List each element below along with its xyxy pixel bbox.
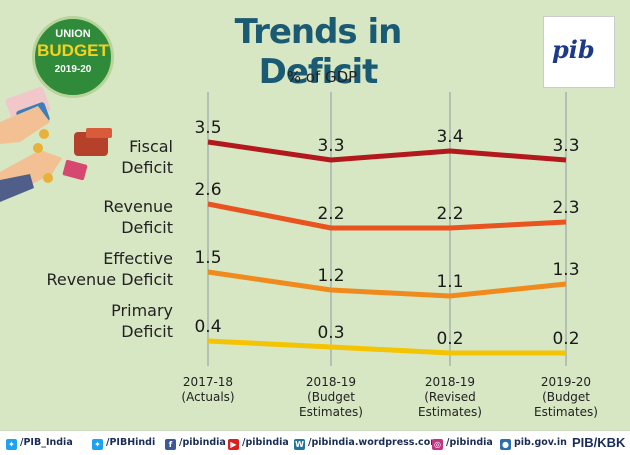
- series-label-line: Revenue Deficit: [46, 270, 173, 289]
- x-tick-label-line: 2019-20: [540, 375, 592, 389]
- data-label-2-1: 1.2: [317, 266, 344, 286]
- footer-link-3[interactable]: ▶/pibindia: [228, 437, 289, 450]
- footer-link-5[interactable]: ◎/pibindia: [432, 437, 493, 450]
- x-tick-label-line: (Budget: [307, 390, 355, 404]
- wordpress-icon: W: [294, 439, 305, 450]
- data-label-0-3: 3.3: [552, 136, 579, 156]
- footer-link-text: /pibindia.wordpress.com: [308, 437, 441, 448]
- data-label-1-2: 2.2: [436, 204, 463, 224]
- page-title: Trends in Deficit: [234, 12, 403, 92]
- instagram-icon: ◎: [432, 439, 443, 450]
- x-tick-label-line: Estimates): [418, 405, 482, 419]
- series-label-2: Effective Revenue Deficit: [20, 248, 173, 290]
- footer-link-1[interactable]: ✦/PIBHindi: [92, 437, 155, 450]
- series-line-1: [207, 201, 567, 231]
- series-label-line: Deficit: [121, 158, 173, 177]
- x-tick-label-line: (Budget: [542, 390, 590, 404]
- data-label-3-0: 0.4: [194, 317, 221, 337]
- deficit-line-chart: 3.5 3.3 3.4 3.3 2.6 2.2 2.2 2.3 1.5 1.2 1.1 1.3 0.4 0…: [194, 92, 580, 366]
- budget-logo-line2: BUDGET: [37, 41, 109, 60]
- data-label-0-0: 3.5: [194, 118, 221, 138]
- data-label-2-0: 1.5: [194, 248, 221, 268]
- series-label-line: Deficit: [121, 322, 173, 341]
- chart-subtitle: % of GDP: [286, 68, 358, 86]
- data-label-0-2: 3.4: [436, 127, 463, 147]
- data-label-1-0: 2.6: [194, 180, 221, 200]
- series-label-line: Primary: [111, 301, 173, 320]
- footer-credit: PIB/KBK: [572, 435, 626, 450]
- x-tick-label-line: Estimates): [299, 405, 363, 419]
- x-tick-label-line: (Actuals): [181, 390, 235, 404]
- x-tick-label-1: 2018-19 (Budget Estimates): [286, 375, 376, 420]
- twitter-icon: ✦: [92, 439, 103, 450]
- data-label-0-1: 3.3: [317, 136, 344, 156]
- money-hands-illustration: [0, 86, 112, 202]
- footer-link-4[interactable]: W/pibindia.wordpress.com: [294, 437, 440, 450]
- globe-icon: ●: [500, 439, 511, 450]
- budget-logo-line1: UNION: [55, 28, 91, 40]
- data-label-1-1: 2.2: [317, 204, 344, 224]
- union-budget-logo: UNION BUDGET 2019-20: [32, 16, 114, 98]
- series-line-0: [207, 139, 567, 163]
- facebook-icon: f: [165, 439, 176, 450]
- data-label-2-2: 1.1: [436, 272, 463, 292]
- footer-link-2[interactable]: f/pibindia: [165, 437, 226, 450]
- x-tick-label-2: 2018-19 (Revised Estimates): [405, 375, 495, 420]
- series-label-line: Deficit: [121, 218, 173, 237]
- data-label-1-3: 2.3: [552, 198, 579, 218]
- data-label-3-2: 0.2: [436, 329, 463, 349]
- series-line-2: [207, 269, 567, 299]
- footer-link-text: /PIB_India: [20, 437, 73, 448]
- series-label-0: Fiscal Deficit: [20, 136, 173, 178]
- budget-logo-line3: 2019-20: [54, 64, 92, 75]
- youtube-icon: ▶: [228, 439, 239, 450]
- pib-logo-text: pib: [552, 35, 595, 64]
- series-line-3: [207, 338, 566, 356]
- series-label-line: Fiscal: [129, 137, 173, 156]
- footer-bar: ✦/PIB_India ✦/PIBHindi f/pibindia ▶/pibindi…: [0, 430, 630, 455]
- footer-link-text: /pibindia: [446, 437, 493, 448]
- twitter-icon: ✦: [6, 439, 17, 450]
- series-label-line: Effective: [103, 249, 173, 268]
- data-label-3-1: 0.3: [317, 323, 344, 343]
- footer-link-text: /pibindia: [179, 437, 226, 448]
- series-label-3: Primary Deficit: [20, 300, 173, 342]
- data-label-3-3: 0.2: [552, 329, 579, 349]
- footer-link-0[interactable]: ✦/PIB_India: [6, 437, 73, 450]
- x-tick-label-line: Estimates): [534, 405, 598, 419]
- series-label-line: Revenue: [103, 197, 173, 216]
- x-tick-label-3: 2019-20 (Budget Estimates): [521, 375, 611, 420]
- data-label-2-3: 1.3: [552, 260, 579, 280]
- footer-link-6[interactable]: ● pib.gov.in: [500, 437, 567, 450]
- x-tick-label-line: 2017-18: [182, 375, 234, 389]
- x-tick-label-0: 2017-18 (Actuals): [163, 375, 253, 405]
- series-label-1: Revenue Deficit: [20, 196, 173, 238]
- x-tick-label-line: 2018-19: [424, 375, 476, 389]
- x-tick-label-line: 2018-19: [305, 375, 357, 389]
- footer-link-text: pib.gov.in: [514, 437, 567, 448]
- x-tick-label-line: (Revised: [424, 390, 476, 404]
- footer-link-text: /pibindia: [242, 437, 289, 448]
- pib-logo: pib: [543, 16, 615, 88]
- footer-link-text: /PIBHindi: [106, 437, 156, 448]
